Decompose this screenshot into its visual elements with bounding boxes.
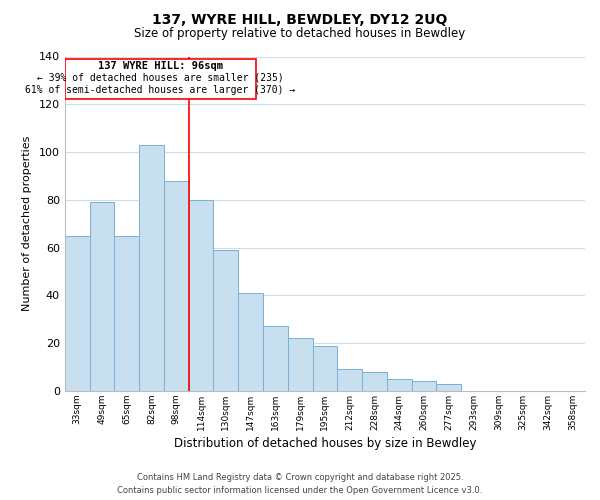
Text: 137, WYRE HILL, BEWDLEY, DY12 2UQ: 137, WYRE HILL, BEWDLEY, DY12 2UQ <box>152 12 448 26</box>
Text: Contains HM Land Registry data © Crown copyright and database right 2025.
Contai: Contains HM Land Registry data © Crown c… <box>118 474 482 495</box>
Y-axis label: Number of detached properties: Number of detached properties <box>22 136 32 312</box>
Text: 61% of semi-detached houses are larger (370) →: 61% of semi-detached houses are larger (… <box>25 85 295 95</box>
Bar <box>189 200 214 391</box>
Bar <box>115 236 139 391</box>
Text: 137 WYRE HILL: 96sqm: 137 WYRE HILL: 96sqm <box>98 61 223 71</box>
Bar <box>337 370 362 391</box>
Bar <box>65 236 89 391</box>
Bar <box>387 379 412 391</box>
X-axis label: Distribution of detached houses by size in Bewdley: Distribution of detached houses by size … <box>173 437 476 450</box>
Bar <box>164 180 189 391</box>
Bar <box>436 384 461 391</box>
Bar <box>139 145 164 391</box>
Bar <box>412 382 436 391</box>
Bar <box>313 346 337 391</box>
Bar <box>362 372 387 391</box>
Bar <box>89 202 115 391</box>
Bar <box>238 293 263 391</box>
Text: Size of property relative to detached houses in Bewdley: Size of property relative to detached ho… <box>134 28 466 40</box>
Text: ← 39% of detached houses are smaller (235): ← 39% of detached houses are smaller (23… <box>37 73 284 83</box>
Bar <box>263 326 288 391</box>
Bar <box>288 338 313 391</box>
FancyBboxPatch shape <box>65 59 256 100</box>
Bar <box>214 250 238 391</box>
